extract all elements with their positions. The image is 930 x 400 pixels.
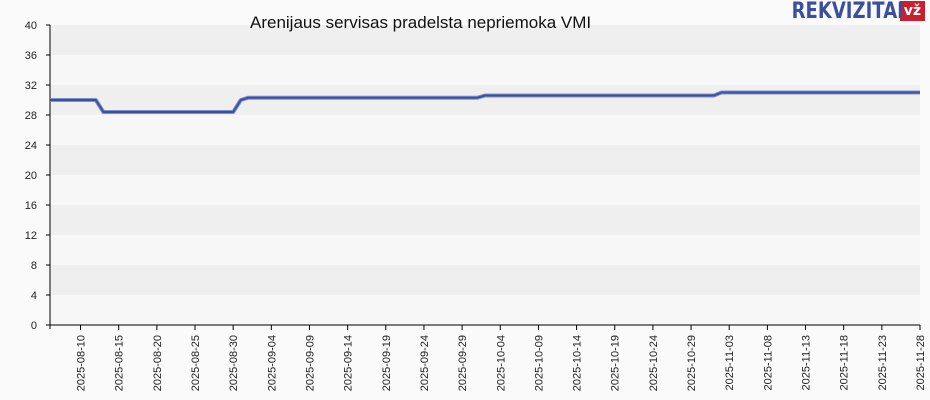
y-tick-label: 16: [25, 200, 37, 212]
grid-band: [50, 115, 920, 145]
chart-title: Arenijaus servisas pradelsta nepriemoka …: [250, 13, 592, 32]
x-tick-label: 2025-08-10: [76, 335, 88, 391]
x-tick-label: 2025-10-04: [495, 335, 507, 391]
x-tick-label: 2025-08-30: [228, 335, 240, 391]
logo-text: REKVIZITAI: [791, 0, 904, 24]
x-tick-label: 2025-11-28: [915, 335, 927, 390]
logo-badge: vž: [899, 1, 925, 21]
x-tick-label: 2025-11-18: [839, 335, 851, 390]
data-series: [50, 90, 920, 114]
grid-band: [50, 205, 920, 235]
x-tick-label: 2025-11-08: [762, 335, 774, 390]
grid-band: [50, 145, 920, 175]
y-tick-label: 4: [31, 290, 37, 302]
y-tick-label: 40: [25, 20, 37, 32]
y-tick-label: 20: [25, 170, 37, 182]
x-tick-label: 2025-09-04: [266, 335, 278, 391]
y-tick-label: 36: [25, 50, 37, 62]
y-tick-label: 24: [25, 140, 37, 152]
grid-band: [50, 175, 920, 205]
x-axis: 2025-08-10 2025-08-15 2025-08-20 2025-08-25…: [46, 324, 927, 391]
grid-band: [50, 55, 920, 85]
rekvizitai-logo[interactable]: REKVIZITAI vž: [767, 0, 925, 24]
x-tick-label: 2025-10-14: [572, 335, 584, 391]
x-tick-label: 2025-10-19: [610, 335, 622, 391]
x-tick-label: 2025-11-13: [801, 335, 813, 390]
grid-band: [50, 235, 920, 265]
grid-band: [50, 295, 920, 325]
x-tick-label: 2025-08-25: [190, 335, 202, 391]
y-tick-label: 8: [31, 260, 37, 272]
x-tick-label: 2025-11-03: [724, 335, 736, 390]
grid-band: [50, 25, 920, 55]
x-tick-label: 2025-09-09: [304, 335, 316, 391]
grid-bands: [50, 25, 920, 325]
x-tick-label: 2025-08-15: [114, 335, 126, 391]
y-tick-label: 28: [25, 110, 37, 122]
grid-band: [50, 265, 920, 295]
x-tick-label: 2025-09-19: [381, 335, 393, 391]
y-tick-label: 32: [25, 80, 37, 92]
x-tick-label: 2025-09-29: [457, 335, 469, 391]
series-line: [50, 91, 920, 113]
x-tick-label: 2025-09-14: [343, 335, 355, 391]
y-axis: 0 4 8 12 16 20 24 28 32 36 40: [25, 20, 51, 332]
y-tick-label: 0: [31, 320, 37, 332]
x-tick-label: 2025-09-24: [419, 335, 431, 391]
x-tick-label: 2025-08-20: [152, 335, 164, 391]
x-tick-label: 2025-10-24: [648, 335, 660, 391]
x-tick-label: 2025-10-09: [533, 335, 545, 391]
x-tick-label: 2025-10-29: [686, 335, 698, 391]
y-tick-label: 12: [25, 230, 37, 242]
x-tick-label: 2025-11-23: [877, 335, 889, 390]
